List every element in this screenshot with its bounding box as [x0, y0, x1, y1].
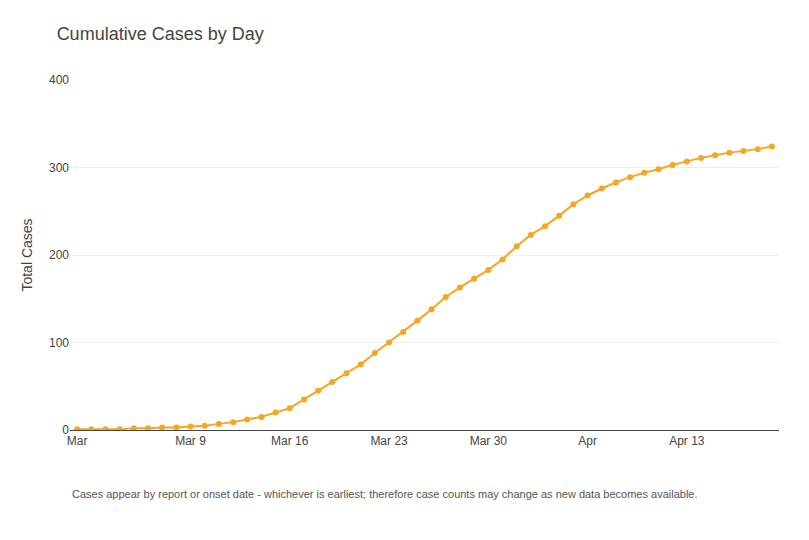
svg-text:200: 200	[49, 248, 69, 262]
svg-text:100: 100	[49, 336, 69, 350]
svg-text:0: 0	[62, 423, 69, 437]
svg-text:300: 300	[49, 161, 69, 175]
svg-text:Total Cases: Total Cases	[19, 218, 35, 291]
svg-text:Cumulative Cases by Day: Cumulative Cases by Day	[57, 24, 264, 44]
svg-text:Mar 30: Mar 30	[470, 434, 508, 448]
svg-text:Mar 23: Mar 23	[370, 434, 408, 448]
svg-text:Mar 9: Mar 9	[175, 434, 206, 448]
svg-text:Cases appear by report or onse: Cases appear by report or onset date - w…	[72, 488, 698, 500]
svg-text:Apr 13: Apr 13	[669, 434, 705, 448]
svg-text:Mar 16: Mar 16	[271, 434, 309, 448]
svg-text:Apr: Apr	[578, 434, 597, 448]
svg-text:400: 400	[49, 73, 69, 87]
svg-text:Mar: Mar	[67, 434, 88, 448]
